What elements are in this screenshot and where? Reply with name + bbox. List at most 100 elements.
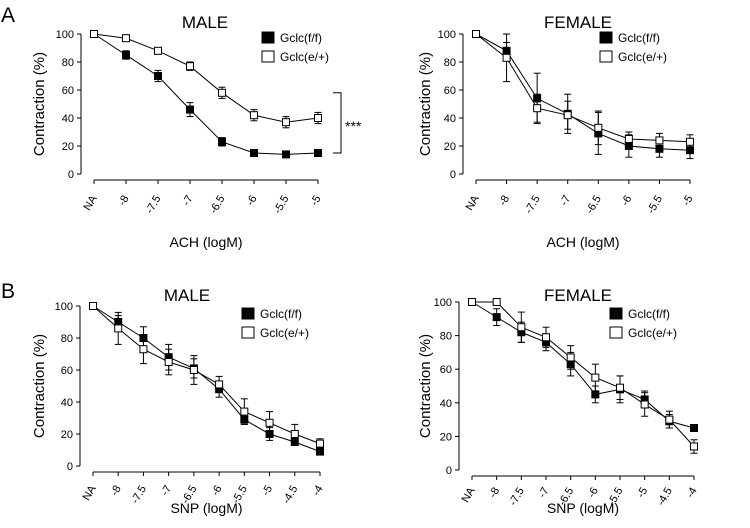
a-male-series-line-1 [93, 33, 319, 123]
b-female-legend-label: Gclc(f/f) [628, 307, 670, 321]
a-male-significance-label: *** [345, 118, 362, 134]
b-male-data-point [89, 302, 97, 310]
b-female-data-point [591, 390, 600, 399]
a-female-x-axis-label: ACH (logM) [546, 234, 619, 250]
b-female-data-point [468, 298, 476, 306]
a-female-x-tick-label: NA [464, 193, 482, 213]
a-male-data-point [250, 149, 258, 157]
b-female-data-point [591, 373, 600, 382]
a-female-x-tick-label: -7 [558, 194, 573, 208]
b-male-x-tick-label: -5 [260, 484, 275, 498]
a-male-significance-bracket [333, 92, 342, 154]
b-female-data-point [566, 360, 575, 369]
b-male-y-tick-label: 0 [67, 461, 73, 473]
a-female-title: FEMALE [544, 13, 612, 32]
b-male-series-line-0 [92, 305, 321, 453]
a-female-data-point [533, 94, 542, 103]
b-female-x-tick-label: -8 [487, 486, 502, 500]
a-male-y-axis-label: Contraction (%) [31, 52, 48, 156]
a-male-legend-label: Gclc(f/f) [280, 31, 322, 45]
b-male-data-point [139, 334, 148, 342]
b-male-x-tick-label: -4 [310, 484, 325, 498]
b-male-y-tick-label: 20 [61, 429, 73, 441]
a-female-legend-swatch [599, 31, 613, 44]
a-male-data-point [218, 137, 226, 146]
b-female-y-tick-label: 100 [434, 297, 452, 309]
a-male-data-point [314, 114, 322, 122]
b-female-y-tick-label: 80 [440, 331, 452, 343]
b-female-x-axis-label: SNP (logM) [547, 500, 619, 516]
a-male-data-point [314, 149, 322, 157]
b-male-y-tick-label: 40 [61, 397, 73, 409]
b-female-x-tick-label: -6 [586, 486, 601, 500]
a-male-series-line-0 [93, 33, 319, 155]
a-male-y-tick-label: 100 [56, 29, 74, 41]
b-male-x-tick-label: -7 [159, 484, 174, 498]
a-female-x-tick-label: -5 [680, 194, 695, 208]
b-male-data-point [189, 366, 198, 374]
a-female-x-tick-label: -8 [497, 193, 512, 207]
a-male-x-tick-label: -7.5 [144, 194, 164, 216]
b-female-data-point [542, 333, 550, 342]
b-male-x-axis-label: SNP (logM) [170, 500, 242, 516]
b-female-series-line-0 [471, 301, 695, 429]
a-female-data-point [502, 53, 511, 62]
b-male-data-point [290, 438, 299, 446]
b-male-y-tick-label: 60 [61, 365, 73, 377]
a-male-data-point [250, 111, 258, 120]
a-male-x-tick-label: -5 [308, 194, 323, 208]
a-male-data-point [186, 62, 194, 71]
b-male-y-tick-label: 100 [55, 301, 73, 313]
b-male-x-tick-label: -7.5 [129, 484, 149, 506]
a-male-x-tick-label: -8 [116, 194, 131, 208]
b-female-data-point [517, 323, 526, 332]
a-male-x-tick-label: -5.5 [272, 194, 292, 216]
a-male-x-tick-label: -7 [180, 194, 195, 208]
a-female-data-point [655, 144, 664, 153]
a-female-y-tick-label: 20 [444, 141, 456, 153]
b-female-data-point [690, 442, 698, 451]
b-male-legend-swatch [241, 307, 255, 320]
a-male-data-point [186, 105, 194, 114]
a-male-data-point [122, 34, 130, 43]
a-male-legend-label: Gclc(e/+) [280, 50, 329, 64]
a-female-data-point [655, 136, 664, 145]
b-male-data-point [114, 324, 123, 333]
b-female-data-point [640, 400, 649, 409]
b-male-data-point [316, 447, 324, 456]
b-female-x-tick-label: NA [460, 485, 478, 505]
b-male-data-point [240, 415, 249, 424]
b-female-title: FEMALE [544, 286, 612, 305]
a-female-x-tick-label: -6.5 [584, 194, 604, 216]
a-male-data-point [122, 51, 130, 59]
b-male-x-tick-label: NA [81, 483, 99, 503]
a-male-legend-swatch [261, 50, 275, 63]
a-female-data-point [686, 137, 694, 146]
b-male-data-point [265, 418, 274, 427]
b-male-data-point [164, 358, 173, 366]
a-female-series-line-1 [475, 33, 691, 143]
b-female-x-tick-label: -4.5 [655, 486, 675, 508]
a-male-y-tick-label: 80 [62, 57, 74, 69]
b-male-legend-label: Gclc(e/+) [260, 326, 309, 340]
a-male-data-point [154, 46, 162, 55]
a-female-legend-swatch [599, 50, 613, 63]
a-female-data-point [686, 146, 694, 155]
b-male-data-point [290, 430, 299, 438]
a-female-data-point [502, 46, 511, 55]
a-female-y-tick-label: 80 [444, 57, 456, 69]
b-female-x-tick-label: -7.5 [507, 486, 527, 508]
b-male-x-tick-label: -4.5 [280, 484, 300, 506]
a-male-data-point [154, 72, 162, 80]
panel-label-a: A [1, 4, 15, 27]
a-female-y-axis-label: Contraction (%) [417, 52, 434, 156]
a-female-legend-label: Gclc(f/f) [618, 31, 660, 45]
b-male-y-axis-label: Contraction (%) [31, 334, 48, 438]
b-female-data-point [665, 415, 674, 424]
b-male-data-point [215, 380, 224, 389]
b-male-legend-label: Gclc(f/f) [260, 307, 302, 321]
b-male-legend-swatch [241, 326, 255, 339]
b-female-data-point [492, 298, 501, 306]
b-female-legend-label: Gclc(e/+) [628, 326, 677, 340]
